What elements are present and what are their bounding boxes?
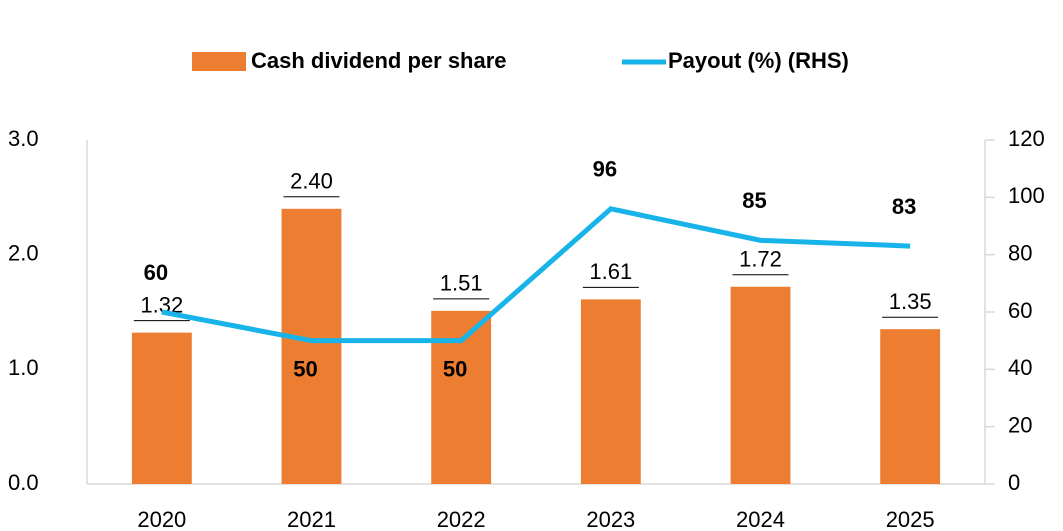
y-tick-label: 3.0	[8, 126, 39, 151]
x-tick-label: 2025	[886, 507, 935, 531]
y2-tick-label: 0	[1008, 470, 1020, 495]
bar	[281, 208, 342, 485]
line-value-label: 85	[742, 188, 766, 213]
bar-value-label: 2.40	[290, 169, 333, 194]
bar	[880, 329, 941, 484]
x-tick-label: 2022	[437, 507, 486, 531]
y2-tick-label: 60	[1008, 298, 1032, 323]
line-value-label: 50	[443, 356, 467, 381]
y-tick-label: 0.0	[8, 470, 39, 495]
x-tick-label: 2021	[287, 507, 336, 531]
x-tick-label: 2024	[736, 507, 785, 531]
y2-tick-label: 80	[1008, 240, 1032, 265]
y2-tick-label: 40	[1008, 355, 1032, 380]
x-tick-label: 2023	[586, 507, 635, 531]
legend-label: Cash dividend per share	[251, 48, 507, 73]
x-tick-label: 2020	[137, 507, 186, 531]
line-value-label: 83	[892, 194, 916, 219]
bar	[580, 299, 641, 484]
line-value-label: 96	[593, 157, 617, 182]
y-tick-label: 1.0	[8, 355, 39, 380]
line-value-label: 60	[144, 260, 168, 285]
bar-value-label: 1.51	[440, 271, 483, 296]
bar-value-label: 1.72	[739, 247, 782, 272]
legend-swatch	[192, 52, 246, 71]
line	[161, 206, 911, 344]
bar	[131, 332, 192, 484]
bar-value-label: 1.61	[589, 259, 632, 284]
y2-tick-label: 20	[1008, 412, 1032, 437]
bar-value-label: 1.35	[889, 289, 932, 314]
line-value-label: 50	[293, 356, 317, 381]
y-tick-label: 2.0	[8, 240, 39, 265]
bar	[431, 310, 492, 484]
y2-tick-label: 100	[1008, 183, 1045, 208]
bar	[730, 286, 791, 484]
legend-label: Payout (%) (RHS)	[668, 48, 849, 73]
y2-tick-label: 120	[1008, 126, 1045, 151]
